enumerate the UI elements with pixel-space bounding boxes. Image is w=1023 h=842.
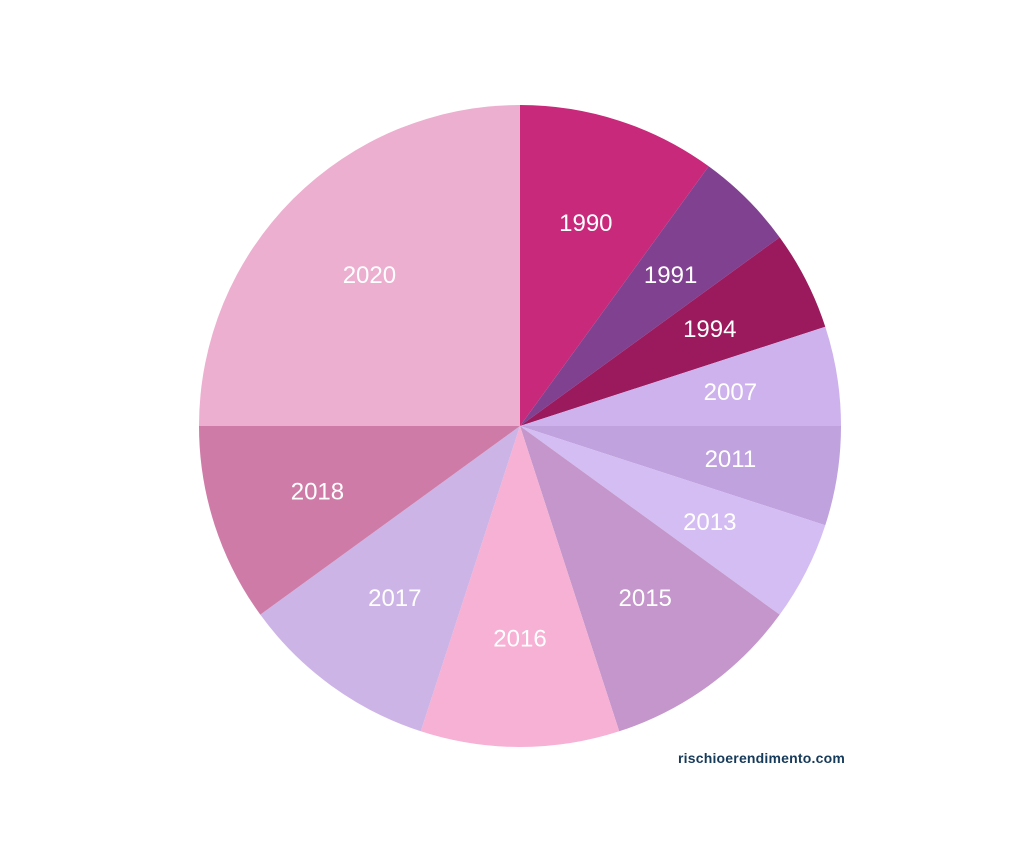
pie-slice-2017: [260, 426, 520, 732]
slice-label-2020: 2020: [343, 262, 396, 289]
slice-label-1990: 1990: [559, 210, 612, 237]
slice-label-2015: 2015: [619, 585, 672, 612]
source-watermark: rischioerendimento.com: [678, 750, 845, 766]
pie-slice-1994: [520, 237, 826, 426]
pie-slice-1990: [520, 105, 709, 426]
slice-label-2011: 2011: [705, 446, 757, 473]
pie-slice-2015: [520, 426, 780, 732]
pie-slice-2018: [199, 426, 520, 615]
slice-label-2017: 2017: [368, 585, 421, 612]
pie-slice-2016: [420, 426, 620, 747]
slice-label-1994: 1994: [683, 316, 736, 343]
pie-labels: 1990 1991 1994 2007 2011 2013 2015 2016 2017 2018…: [291, 210, 757, 653]
pie-slice-2020: [199, 105, 520, 426]
slice-label-2018: 2018: [291, 478, 344, 505]
pie-slice-1991: [520, 166, 780, 426]
pie-slice-2011: [520, 426, 841, 526]
slice-label-1991: 1991: [644, 262, 697, 289]
slice-label-2013: 2013: [683, 509, 736, 536]
slice-label-2016: 2016: [493, 626, 546, 653]
pie-slice-2007: [520, 326, 841, 426]
pie-slice-2013: [520, 426, 826, 615]
pie-slices: [199, 105, 841, 747]
slice-label-2007: 2007: [704, 379, 757, 406]
